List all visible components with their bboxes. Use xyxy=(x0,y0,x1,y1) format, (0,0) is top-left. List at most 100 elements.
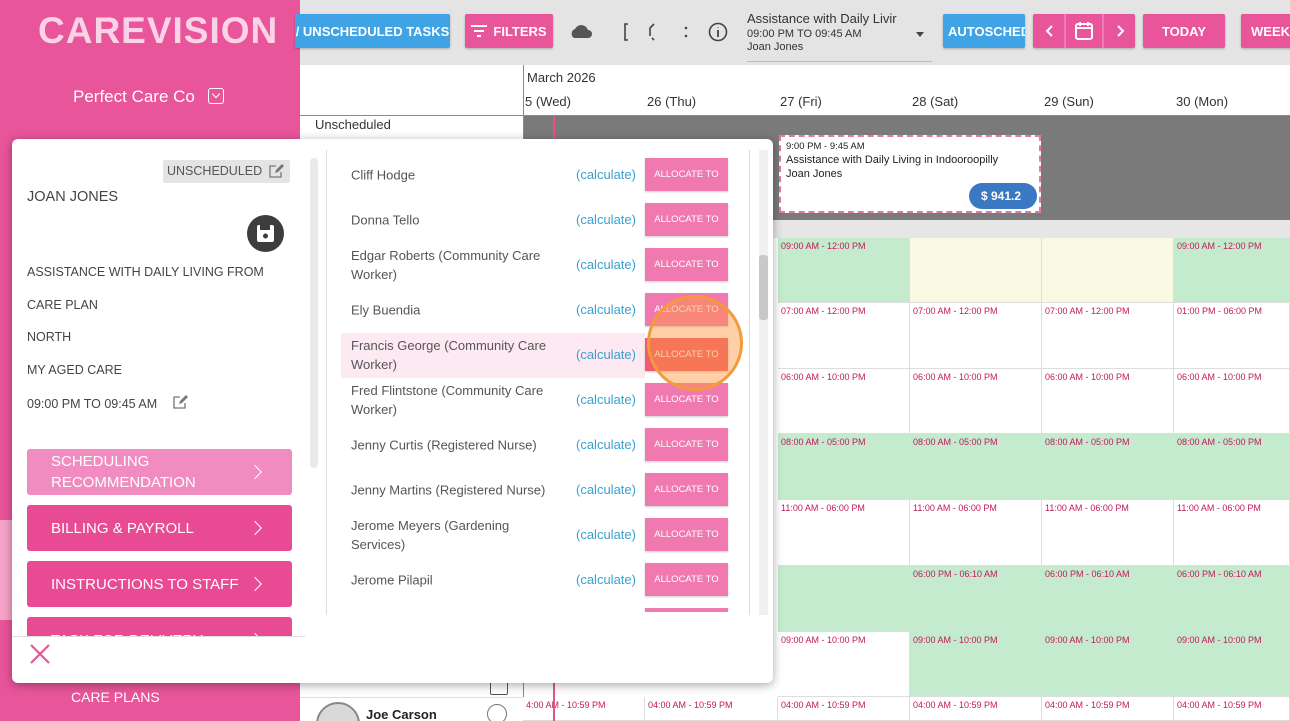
shift-cell[interactable]: 04:00 AM - 10:59 PM xyxy=(910,697,1042,721)
shift-time: 01:00 PM - 06:00 PM xyxy=(1177,306,1263,316)
sidebar-item[interactable]: CARE PLANS xyxy=(71,689,160,705)
status-badge[interactable]: UNSCHEDULED xyxy=(163,160,290,183)
shift-cell[interactable]: 09:00 AM - 12:00 PM xyxy=(778,238,910,303)
client-name: JOAN JONES xyxy=(27,189,119,205)
logo: CAREVISION xyxy=(38,10,279,51)
shift-cell[interactable]: 11:00 AM - 06:00 PM xyxy=(1042,500,1174,566)
shift-cell[interactable]: 04:00 AM - 10:59 PM xyxy=(645,697,778,721)
shift-time: 08:00 AM - 05:00 PM xyxy=(913,437,998,447)
add-shift-button[interactable] xyxy=(487,704,507,721)
shift-cell[interactable] xyxy=(1042,238,1174,303)
shift-cell[interactable]: 08:00 AM - 05:00 PM xyxy=(910,434,1042,500)
allocate-button[interactable]: ALLOCATE TO xyxy=(645,158,728,191)
right-scrollbar[interactable] xyxy=(759,150,768,615)
allocate-button[interactable]: ALLOCATE TO xyxy=(645,428,728,461)
day-header: 30 (Mon) xyxy=(1176,94,1229,109)
shift-cell[interactable]: 09:00 AM - 10:00 PM xyxy=(1174,632,1290,697)
shift-cell[interactable]: 4:00 AM - 10:59 PM xyxy=(523,697,645,721)
staff-option-name: Jerome Pilapil xyxy=(351,572,433,588)
shift-cell[interactable]: 06:00 AM - 10:00 PM xyxy=(1174,369,1290,434)
shift-time: 11:00 AM - 06:00 PM xyxy=(913,503,997,513)
sections-clip: SCHEDULING RECOMMENDATION BILLING & PAYRO… xyxy=(12,440,305,637)
section-button[interactable]: INSTRUCTIONS TO STAFF xyxy=(27,561,292,607)
staff-option-name: Edgar Roberts (Community Care Worker) xyxy=(351,248,541,282)
edit-time-icon[interactable] xyxy=(173,395,188,410)
toolbar-icons[interactable] xyxy=(570,20,730,44)
task-select[interactable]: Assistance with Daily Livir 09:00 PM TO … xyxy=(747,11,932,62)
shift-cell[interactable]: 01:00 PM - 06:00 PM xyxy=(1174,303,1290,369)
calculate-link[interactable]: (calculate) xyxy=(576,392,636,407)
shift-cell[interactable]: 08:00 AM - 05:00 PM xyxy=(1042,434,1174,500)
shift-cell[interactable]: 04:00 AM - 10:59 PM xyxy=(1042,697,1174,721)
shift-cell[interactable]: 07:00 AM - 12:00 PM xyxy=(910,303,1042,369)
shift-time: 08:00 AM - 05:00 PM xyxy=(1045,437,1130,447)
calculate-link[interactable]: (calculate) xyxy=(576,347,636,362)
shift-cell[interactable]: 08:00 AM - 05:00 PM xyxy=(1174,434,1290,500)
allocate-button[interactable]: ALLOCATE TO xyxy=(645,473,728,506)
calculate-link[interactable]: (calculate) xyxy=(576,212,636,227)
shift-cell[interactable] xyxy=(910,238,1042,303)
autosched-button[interactable]: AUTOSCHED xyxy=(943,14,1025,48)
filters-label: FILTERS xyxy=(493,23,547,39)
shift-cell[interactable]: 09:00 AM - 10:00 PM xyxy=(910,632,1042,697)
section-button[interactable]: BILLING & PAYROLL xyxy=(27,505,292,551)
today-button[interactable]: TODAY xyxy=(1143,14,1225,48)
allocate-button[interactable]: ALLOCATE TO xyxy=(645,563,728,596)
shift-cell[interactable]: 08:00 AM - 05:00 PM xyxy=(778,434,910,500)
shift-cell[interactable]: 11:00 AM - 06:00 PM xyxy=(778,500,910,566)
calculate-link[interactable]: (calculate) xyxy=(576,482,636,497)
section-button[interactable]: TASK FOR DELIVERY xyxy=(27,617,292,637)
unscheduled-tasks-button[interactable]: / UNSCHEDULED TASKS xyxy=(295,14,450,48)
calculate-link[interactable]: (calculate) xyxy=(576,257,636,272)
shift-cell[interactable]: 06:00 PM - 06:10 AM xyxy=(1174,566,1290,632)
shift-cell[interactable]: 09:00 AM - 10:00 PM xyxy=(1042,632,1174,697)
shift-cell[interactable]: 09:00 AM - 12:00 PM xyxy=(1174,238,1290,303)
save-button[interactable] xyxy=(247,215,284,252)
calculate-link[interactable]: (calculate) xyxy=(576,437,636,452)
date-nav[interactable] xyxy=(1033,14,1135,48)
day-header: 27 (Fri) xyxy=(780,94,822,109)
shift-cell[interactable]: 06:00 AM - 10:00 PM xyxy=(910,369,1042,434)
shift-cell[interactable]: 06:00 AM - 10:00 PM xyxy=(778,369,910,434)
week-button[interactable]: WEEK xyxy=(1241,14,1290,48)
org-name[interactable]: Perfect Care Co xyxy=(73,87,195,106)
shift-cell[interactable]: 06:00 PM - 06:10 AM xyxy=(910,566,1042,632)
shift-cell[interactable]: 06:00 AM - 10:00 PM xyxy=(1042,369,1174,434)
allocate-button[interactable]: ALLOCATE TO xyxy=(645,248,728,281)
shift-time: 04:00 AM - 10:59 PM xyxy=(913,700,998,710)
shift-cell[interactable]: 07:00 AM - 12:00 PM xyxy=(778,303,910,369)
section-label: INSTRUCTIONS TO STAFF xyxy=(51,575,239,593)
shift-time: 06:00 PM - 06:10 AM xyxy=(1177,569,1262,579)
close-button[interactable] xyxy=(29,643,51,665)
calculate-link[interactable]: (calculate) xyxy=(576,572,636,587)
shift-time: 09:00 AM - 10:00 PM xyxy=(1177,635,1262,645)
shift-cell[interactable] xyxy=(778,566,910,632)
shift-time: 04:00 AM - 10:59 PM xyxy=(648,700,733,710)
section-button[interactable]: SCHEDULING RECOMMENDATION xyxy=(27,449,292,495)
shift-cell[interactable]: 06:00 PM - 06:10 AM xyxy=(1042,566,1174,632)
filters-button[interactable]: FILTERS xyxy=(465,14,553,48)
task-detail: NORTH xyxy=(27,330,72,344)
scroll-thumb[interactable] xyxy=(759,255,768,320)
shift-cell[interactable]: 11:00 AM - 06:00 PM xyxy=(910,500,1042,566)
calculate-link[interactable]: (calculate) xyxy=(576,527,636,542)
shift-cell[interactable]: 11:00 AM - 06:00 PM xyxy=(1174,500,1290,566)
event-client: Joan Jones xyxy=(786,168,843,180)
event-card[interactable]: 9:00 PM - 9:45 AM Assistance with Daily … xyxy=(779,135,1041,213)
shift-cell[interactable]: 07:00 AM - 12:00 PM xyxy=(1042,303,1174,369)
shift-cell[interactable]: 09:00 AM - 10:00 PM xyxy=(778,632,910,697)
calculate-link[interactable]: (calculate) xyxy=(576,302,636,317)
task-client: Joan Jones xyxy=(747,41,804,53)
staff-name: Joe Carson xyxy=(366,707,437,721)
shift-time: 08:00 AM - 05:00 PM xyxy=(781,437,866,447)
allocate-button[interactable]: ALLOCATE TO xyxy=(645,518,728,551)
shift-cell[interactable]: 04:00 AM - 10:59 PM xyxy=(778,697,910,721)
shift-cell[interactable]: 04:00 AM - 10:59 PM xyxy=(1174,697,1290,721)
allocate-button-partial[interactable] xyxy=(645,608,728,612)
calculate-link[interactable]: (calculate) xyxy=(576,167,636,182)
org-dropdown[interactable] xyxy=(208,88,224,104)
left-scrollbar[interactable] xyxy=(310,158,318,468)
allocate-button[interactable]: ALLOCATE TO xyxy=(645,203,728,236)
staff-option-name: Jerome Meyers (Gardening Services) xyxy=(351,518,510,552)
shift-time: 09:00 AM - 12:00 PM xyxy=(1177,241,1262,251)
